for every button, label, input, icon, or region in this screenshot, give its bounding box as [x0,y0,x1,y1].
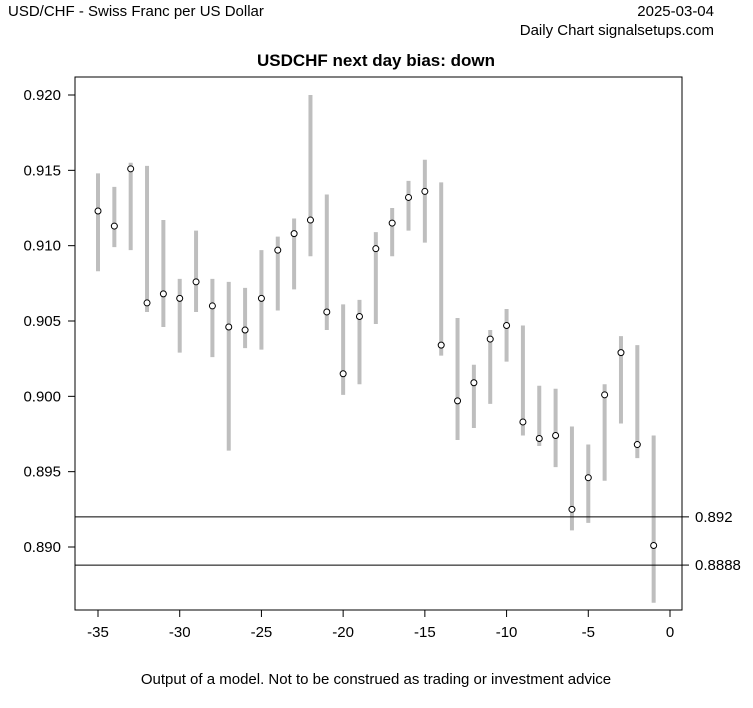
y-tick-label: 0.900 [23,388,61,405]
points [94,165,658,549]
x-tick-label: -25 [251,624,273,641]
axes: -35 -30 -25 -20 -15 -10 -5 0 0.890 0.895 0.900 0.90… [23,87,674,641]
plot-frame [74,76,683,611]
y-tick-label: 0.920 [23,87,61,104]
data-point [372,245,380,253]
data-point [110,222,118,230]
data-point [568,505,576,513]
x-tick-label: -35 [87,624,109,641]
data-point [176,294,184,302]
data-point [437,341,445,349]
data-point [127,165,135,173]
x-tick-label: -30 [169,624,191,641]
data-point [241,326,249,334]
footer-disclaimer: Output of a model. Not to be construed a… [141,671,611,688]
y-tick-label: 0.910 [23,238,61,255]
data-point [274,246,282,254]
y-tick-label: 0.895 [23,464,61,481]
data-point [355,312,363,320]
header-source: Daily Chart signalsetups.com [520,22,714,39]
data-point [617,349,625,357]
data-point [290,230,298,238]
data-point [192,278,200,286]
data-point [388,219,396,227]
x-tick-label: -5 [582,624,595,641]
data-point [339,370,347,378]
levels: 0.892 0.8888 [75,509,741,574]
data-point [143,299,151,307]
data-point [470,379,478,387]
data-point [421,187,429,195]
data-point [519,418,527,426]
data-point [225,323,233,331]
chart-title: USDCHF next day bias: down [257,51,495,70]
level-label: 0.892 [695,509,733,526]
data-point [486,335,494,343]
x-tick-label: 0 [666,624,674,641]
header-instrument: USD/CHF - Swiss Franc per US Dollar [8,3,264,20]
data-point [257,294,265,302]
data-point [650,541,658,549]
data-point [584,474,592,482]
data-point [503,322,511,330]
data-point [535,435,543,443]
header-date: 2025-03-04 [637,3,714,20]
x-tick-label: -15 [414,624,436,641]
data-point [94,207,102,215]
data-point [159,290,167,298]
x-tick-label: -10 [496,624,518,641]
data-point [454,397,462,405]
y-tick-label: 0.915 [23,162,61,179]
ranges [96,95,656,603]
data-point [633,441,641,449]
data-point [306,216,314,224]
data-point [601,391,609,399]
data-point [208,302,216,310]
data-point [552,432,560,440]
level-label: 0.8888 [695,557,741,574]
y-tick-label: 0.890 [23,539,61,556]
y-tick-label: 0.905 [23,313,61,330]
data-point [405,193,413,201]
data-point [323,308,331,316]
x-tick-label: -20 [332,624,354,641]
